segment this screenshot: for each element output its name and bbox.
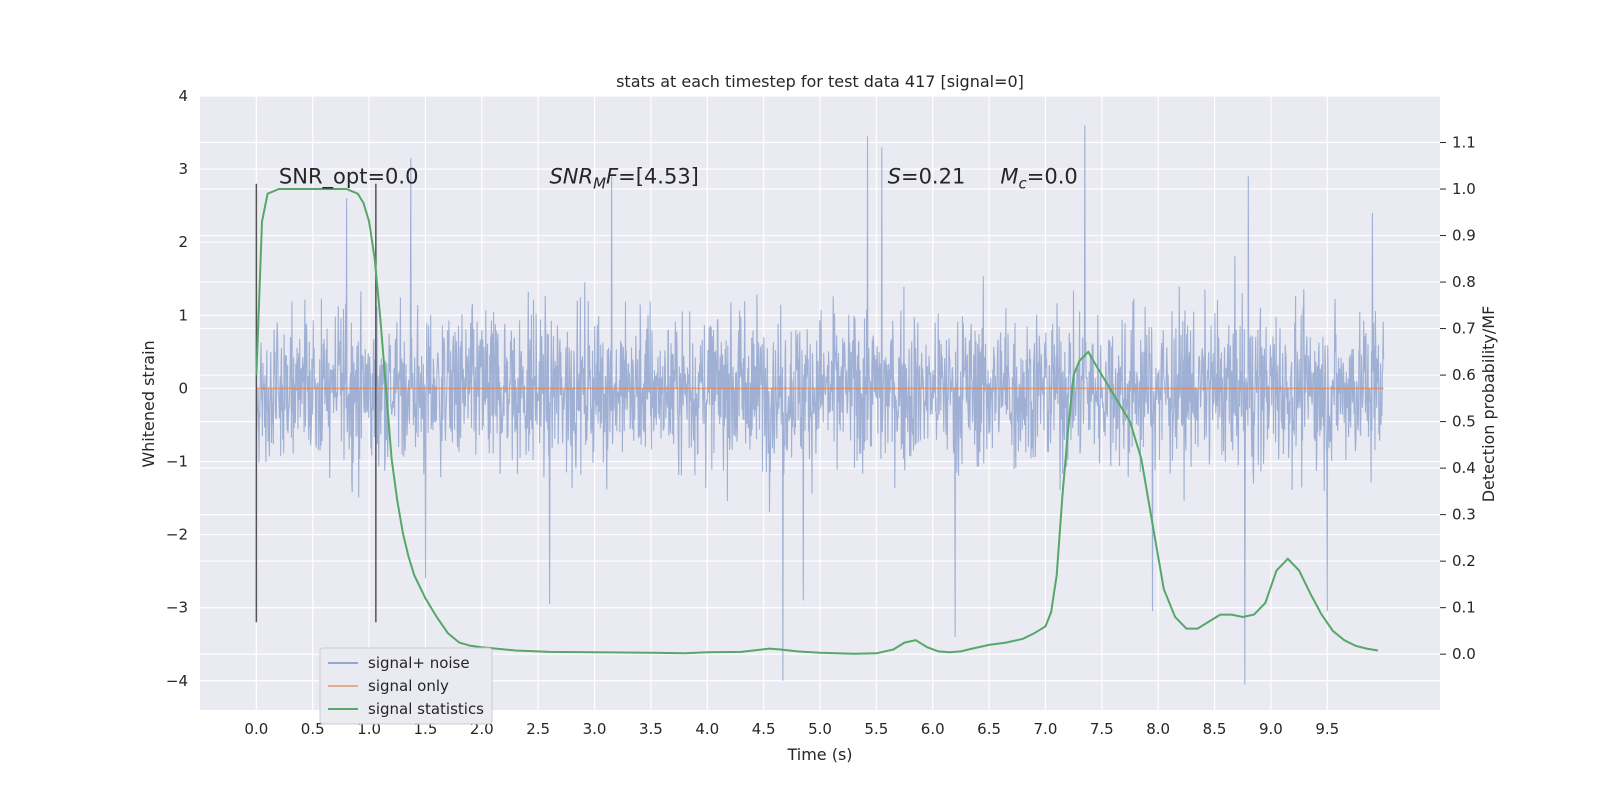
annotation-mc-label: M (1000, 164, 1018, 188)
y-tick-labels: 4 3 2 1 0 −1 −2 −3 −4 (166, 87, 188, 690)
y-axis-label: Whitened strain (139, 340, 158, 467)
y-tick-label: −2 (166, 526, 188, 544)
annotation-mc-sub: c (1018, 174, 1027, 192)
y-tick-label: −4 (166, 672, 188, 690)
x-tick-label: 8.5 (1203, 720, 1227, 738)
y-tick-label: −3 (166, 599, 188, 617)
x-tick-label: 4.0 (695, 720, 719, 738)
legend-label-signal-noise: signal+ noise (368, 654, 470, 672)
legend: signal+ noise signal only signal statist… (319, 647, 493, 725)
annotation-snr-mf-sub: M (593, 174, 606, 192)
x-tick-label: 3.0 (583, 720, 607, 738)
y2-tick-label: 0.1 (1452, 599, 1476, 617)
annotation-s-value: =0.21 (901, 164, 965, 188)
y2-tick-label: 0.0 (1452, 645, 1476, 663)
annotation-snr-mf: SNRMF=[4.53] (549, 164, 698, 192)
x-tick-label: 7.0 (1034, 720, 1058, 738)
annotation-snr-mf-f: F (606, 164, 619, 188)
legend-label-signal-only: signal only (368, 677, 449, 695)
vertical-markers (255, 183, 377, 623)
x-tick-label: 8.0 (1146, 720, 1170, 738)
y2-tick-label: 1.0 (1452, 180, 1476, 198)
y-tick-label: 2 (178, 233, 188, 251)
chart-title: stats at each timestep for test data 417… (616, 72, 1024, 91)
y-tick-label: 1 (178, 306, 188, 324)
x-tick-label: 5.5 (864, 720, 888, 738)
annotation-mc-value: =0.0 (1027, 164, 1078, 188)
x-tick-label: 5.0 (808, 720, 832, 738)
y-tick-label: 0 (178, 379, 188, 397)
y2-tick-label: 0.9 (1452, 227, 1476, 245)
annotation-mc: Mc=0.0 (1000, 164, 1077, 192)
x-axis-label: Time (s) (786, 745, 852, 764)
x-tick-label: 4.5 (752, 720, 776, 738)
annotation-snr-mf-label: SNR (549, 164, 593, 188)
x-tick-label: 9.5 (1315, 720, 1339, 738)
y-tick-label: 3 (178, 160, 188, 178)
y2-tick-label: 0.4 (1452, 459, 1476, 477)
x-tick-label: 0.5 (301, 720, 325, 738)
annotation-snr-mf-value: =[4.53] (618, 164, 699, 188)
legend-label-signal-statistics: signal statistics (368, 700, 484, 718)
y2-tick-label: 0.2 (1452, 552, 1476, 570)
y2-tick-label: 1.1 (1452, 134, 1476, 152)
x-tick-label: 7.5 (1090, 720, 1114, 738)
y2-tick-label: 0.5 (1452, 413, 1476, 431)
series-signal-noise (255, 125, 1385, 685)
y-tick-label: 4 (178, 87, 188, 105)
y2-tick-labels: 1.1 1.0 0.9 0.8 0.7 0.6 0.5 0.4 0.3 0.2 0.1 0.0 (1440, 134, 1476, 663)
x-tick-label: 3.5 (639, 720, 663, 738)
annotation-s: S=0.21 (888, 164, 966, 188)
x-tick-label: 9.0 (1259, 720, 1283, 738)
x-tick-label: 2.5 (526, 720, 550, 738)
y2-axis-label: Detection probability/MF (1479, 306, 1498, 503)
annotation-s-label: S (888, 164, 901, 188)
x-tick-label: 6.5 (977, 720, 1001, 738)
x-tick-label: 6.0 (921, 720, 945, 738)
y2-tick-label: 0.7 (1452, 320, 1476, 338)
signal-statistics-line (255, 188, 1379, 655)
signal-noise-line (255, 125, 1385, 685)
x-tick-label: 0.0 (244, 720, 268, 738)
annotation-snr-opt: SNR_opt=0.0 (279, 164, 419, 189)
legend-box (319, 647, 493, 725)
y-tick-label: −1 (166, 452, 188, 470)
y2-tick-label: 0.6 (1452, 366, 1476, 384)
series-signal-statistics (255, 188, 1379, 655)
y2-tick-label: 0.3 (1452, 506, 1476, 524)
y2-tick-label: 0.8 (1452, 273, 1476, 291)
